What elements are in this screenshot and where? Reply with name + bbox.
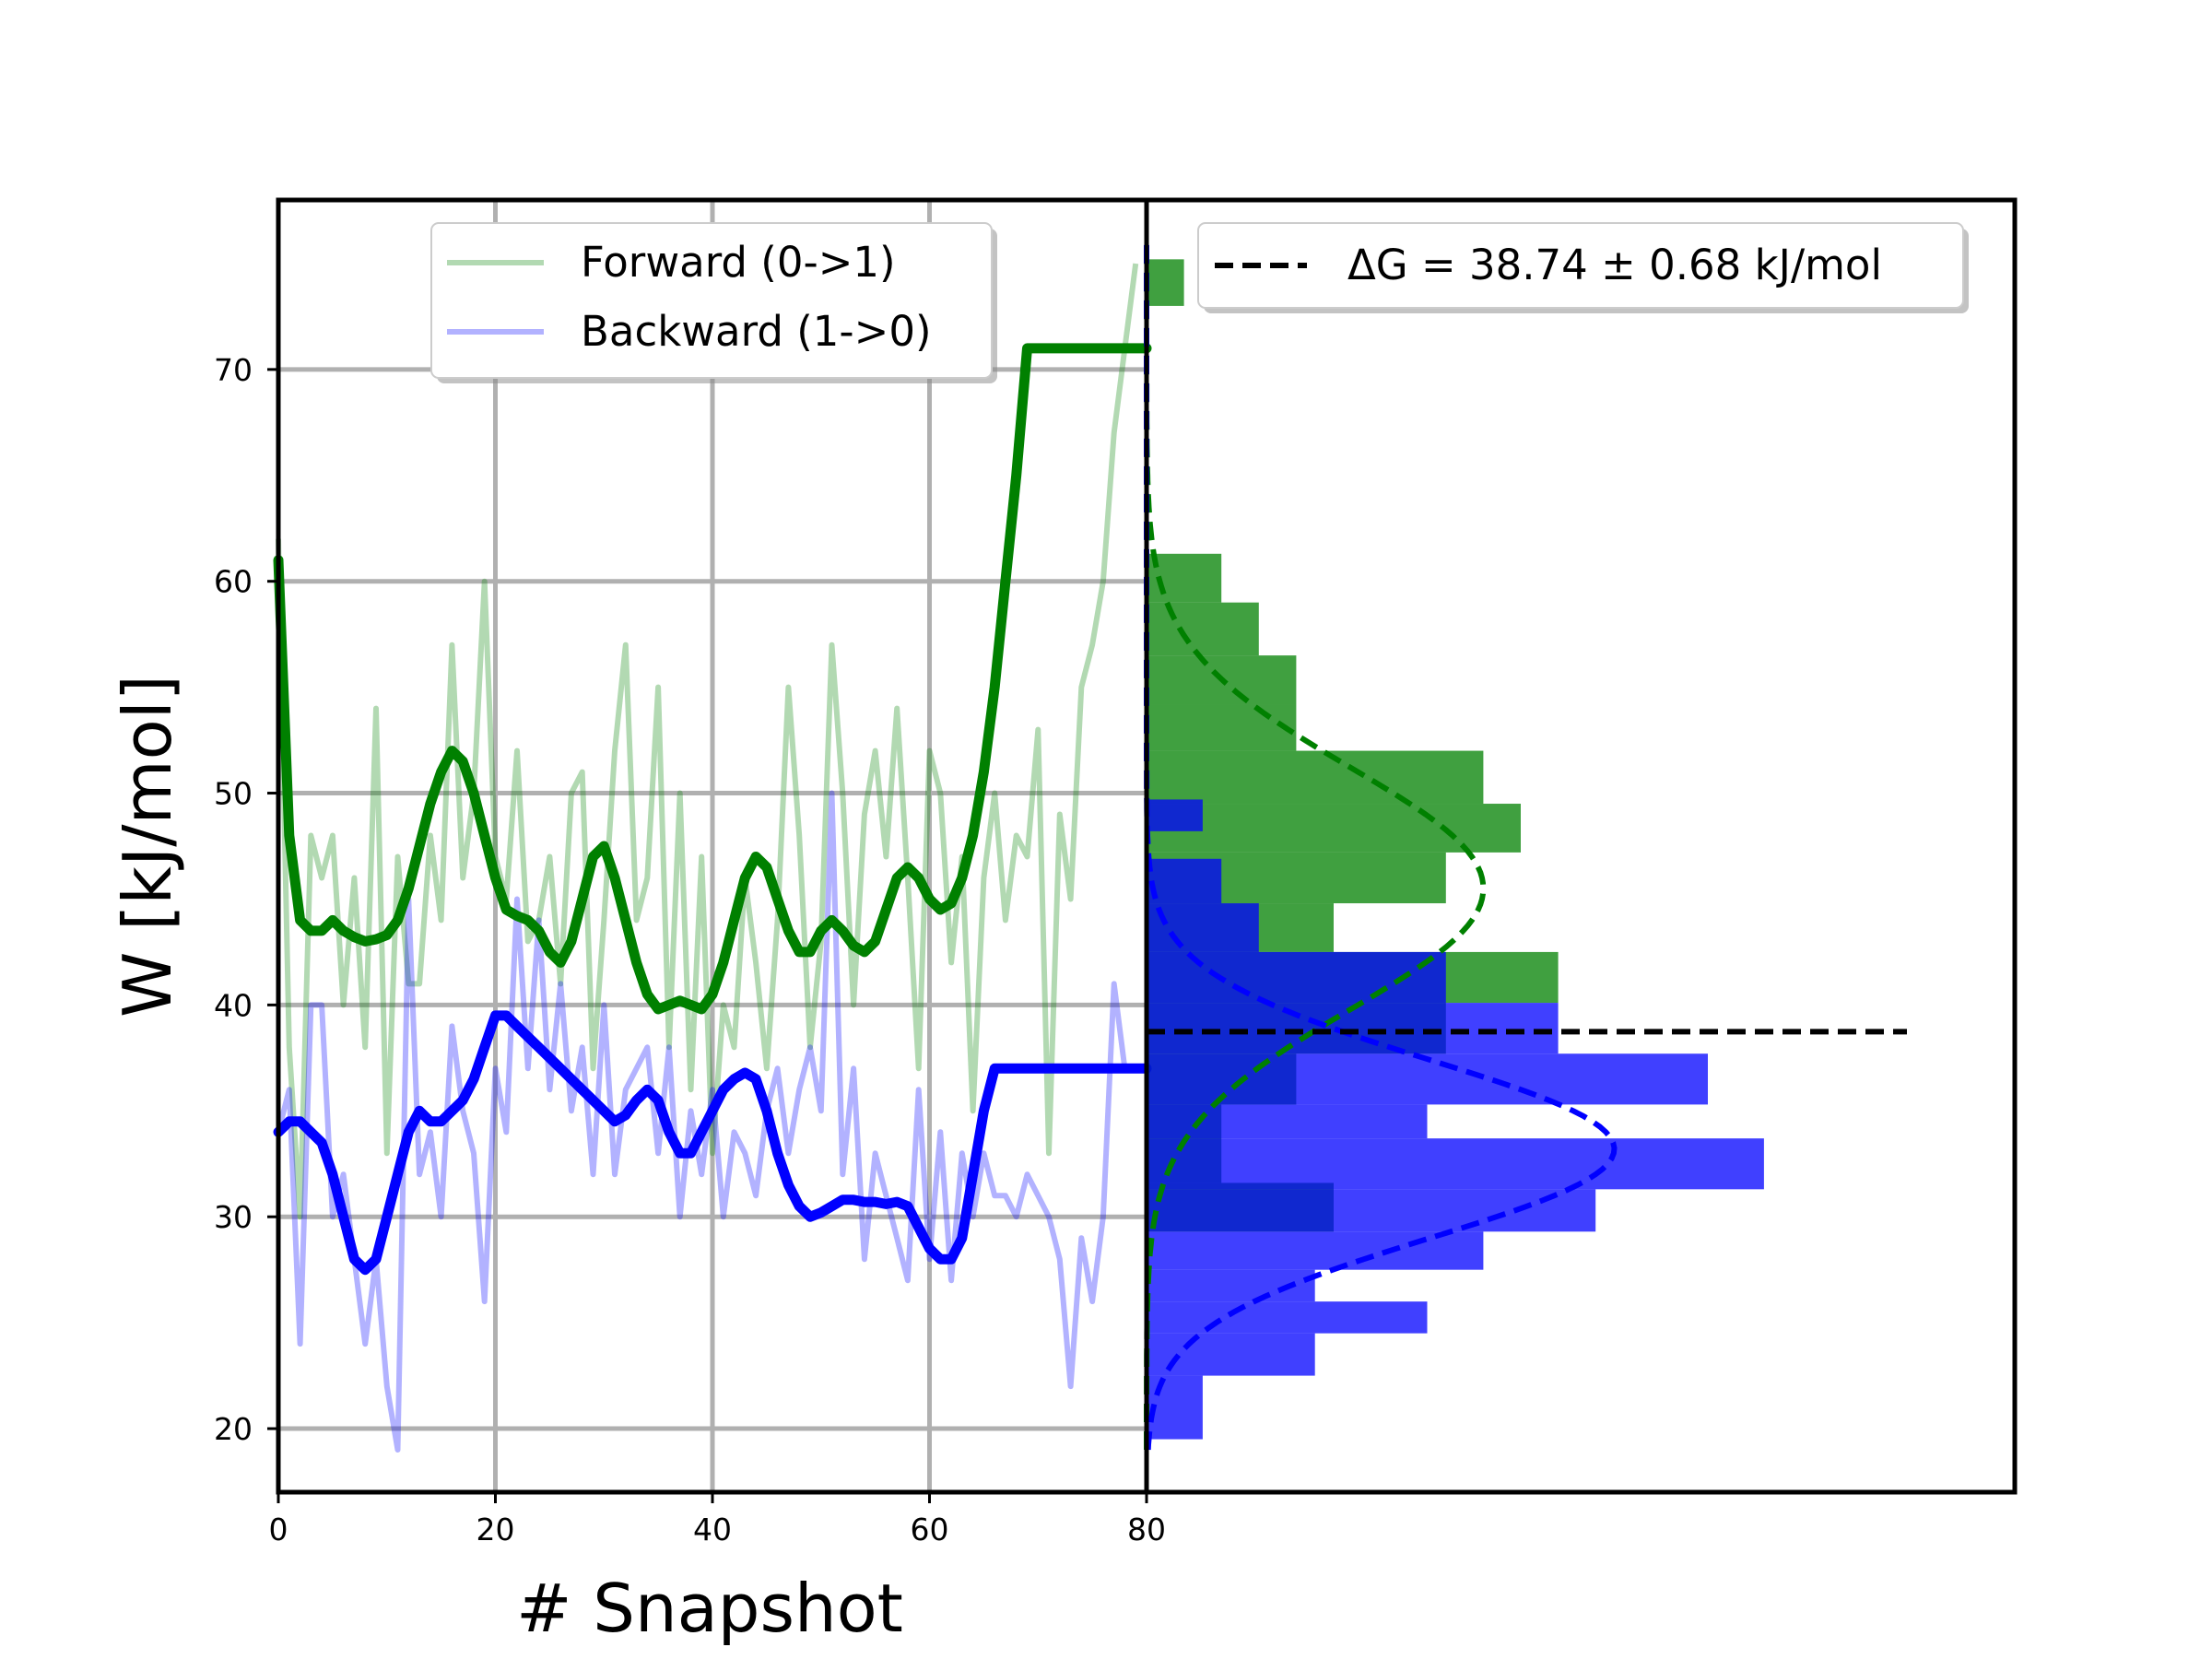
- forward-hist-bar: [1147, 259, 1184, 306]
- right-axes-frame: [1144, 197, 2018, 1495]
- left-ticks: 0 20 40 60 80 20 30 40 50 60 70: [214, 352, 1166, 1547]
- backward-hist-bar: [1147, 1104, 1428, 1139]
- y-tick-label: 40: [214, 987, 253, 1023]
- y-tick-label: 70: [214, 352, 253, 388]
- y-tick-label: 60: [214, 564, 253, 600]
- right-legend-box: [1197, 222, 1964, 309]
- backward-hist-bar: [1147, 858, 1222, 904]
- right-legend: ΔG = 38.74 ± 0.68 kJ/mol: [1197, 222, 1969, 313]
- forward-hist-bar: [1147, 804, 1521, 853]
- y-tick-label: 20: [214, 1411, 253, 1447]
- left-series: [273, 263, 1152, 1453]
- x-tick-label: 0: [269, 1512, 288, 1547]
- backward-smoothed-line: [273, 1010, 1152, 1276]
- y-tick-label: 30: [214, 1199, 253, 1235]
- y-axis-label: W [kJ/mol]: [109, 675, 186, 1018]
- legend-forward-label: Forward (0->1): [581, 238, 896, 287]
- forward-hist-bar: [1147, 602, 1259, 656]
- backward-hist-bar: [1147, 1138, 1764, 1190]
- backward-hist-bar: [1147, 903, 1259, 952]
- x-tick-label: 60: [911, 1512, 949, 1547]
- left-legend: Forward (0->1) Backward (1->0): [430, 222, 997, 383]
- x-tick-label: 80: [1127, 1512, 1166, 1547]
- forward-hist-bar: [1147, 704, 1297, 751]
- legend-dg-label: ΔG = 38.74 ± 0.68 kJ/mol: [1347, 241, 1882, 289]
- backward-hist-bar: [1147, 1333, 1315, 1376]
- x-tick-label: 40: [693, 1512, 732, 1547]
- backward-hist-bar: [1147, 1231, 1484, 1270]
- y-tick-label: 50: [214, 776, 253, 812]
- forward-smoothed-line: [273, 343, 1152, 1015]
- backward-hist-bar: [1147, 1189, 1596, 1232]
- left-legend-box: [430, 222, 993, 379]
- backward-hist-bar: [1147, 1301, 1428, 1334]
- backward-hist-bar: [1147, 799, 1203, 831]
- x-tick-label: 20: [477, 1512, 515, 1547]
- x-axis-label: # Snapshot: [516, 1570, 903, 1647]
- legend-backward-label: Backward (1->0): [581, 307, 932, 356]
- forward-hist-bar: [1147, 750, 1484, 805]
- right-bars: [1147, 259, 1764, 1440]
